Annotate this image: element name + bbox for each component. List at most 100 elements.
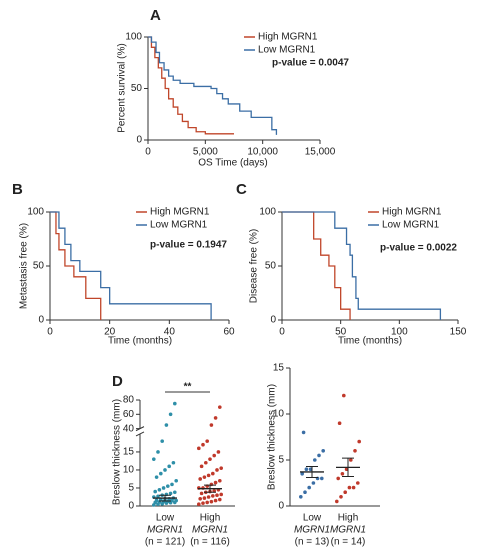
y-tick-label: 60 <box>123 409 135 420</box>
dot <box>211 494 215 498</box>
legend-label: High MGRN1 <box>150 207 210 218</box>
y-axis-title: Metastasis free (%) <box>19 223 30 309</box>
error-bar <box>159 494 171 502</box>
dot <box>299 495 303 499</box>
legend-label: Low MGRN1 <box>150 220 208 231</box>
dot <box>199 491 204 496</box>
dot <box>197 502 201 506</box>
x-axis-title: OS Time (days) <box>198 158 267 169</box>
dot <box>209 423 214 427</box>
dot <box>161 486 166 490</box>
dot <box>164 423 169 427</box>
x-tick-label: High <box>200 513 221 524</box>
x-tick-label: (n = 116) <box>190 537 230 548</box>
dot <box>156 494 160 499</box>
dot <box>357 439 362 444</box>
x-tick-label: 10,000 <box>247 147 278 158</box>
survival-curve <box>148 36 278 135</box>
dot <box>303 490 307 495</box>
dot <box>213 416 218 420</box>
dot <box>202 475 207 479</box>
dot <box>300 472 305 476</box>
x-tick-label: 0 <box>145 147 151 158</box>
dot <box>212 453 216 458</box>
dot <box>218 478 222 483</box>
dot <box>218 497 222 502</box>
p-value: p-value = 0.1947 <box>150 240 227 251</box>
dot <box>307 485 312 490</box>
dot <box>160 439 164 443</box>
legend-label: High MGRN1 <box>382 207 442 218</box>
y-tick-label: 50 <box>33 261 45 272</box>
y-tick-label: 100 <box>27 207 44 218</box>
dot <box>197 446 201 451</box>
significance: ** <box>184 382 192 393</box>
x-tick-label: (n = 13) <box>295 537 330 548</box>
error-bar <box>342 457 354 478</box>
y-tick-label: 80 <box>123 395 135 406</box>
dot <box>353 449 357 453</box>
y-tick-label: 0 <box>128 501 134 512</box>
x-tick-label: MGRN1 <box>330 525 366 536</box>
panel-letter: A <box>150 7 161 24</box>
y-tick-label: 50 <box>131 83 143 94</box>
x-tick-label: Low <box>156 513 175 524</box>
y-axis-title: Percent survival (%) <box>117 43 128 132</box>
y-axis-title: Breslow thickness (mm) <box>267 384 278 490</box>
dot <box>213 498 218 503</box>
x-tick-label: Low <box>303 513 322 524</box>
y-axis-title: Breslow thickness (mm) <box>112 399 123 505</box>
dot <box>202 496 207 500</box>
dot <box>340 472 345 476</box>
dot <box>311 481 316 485</box>
p-value: p-value = 0.0047 <box>272 58 349 69</box>
dot <box>152 457 156 461</box>
y-tick-label: 100 <box>125 32 142 43</box>
dot <box>159 471 163 476</box>
dot <box>206 473 211 478</box>
dot <box>168 491 173 496</box>
dot <box>157 487 162 492</box>
dot <box>219 466 223 470</box>
y-tick-label: 50 <box>265 261 277 272</box>
dot <box>201 442 205 447</box>
dot <box>209 499 214 504</box>
panel-letter: B <box>12 181 23 198</box>
x-tick-label: 40 <box>164 327 176 338</box>
y-tick-label: 40 <box>123 423 135 434</box>
survival-curve <box>50 211 212 320</box>
dot <box>205 439 209 443</box>
dot <box>336 476 341 481</box>
dot <box>205 500 209 505</box>
dot <box>153 489 157 494</box>
dot <box>163 468 167 472</box>
x-tick-label: 5,000 <box>193 147 218 158</box>
dot <box>356 481 360 485</box>
dot <box>204 460 208 465</box>
survival-curve <box>282 211 351 320</box>
dot <box>212 489 216 493</box>
y-tick-label: 10 <box>273 409 285 420</box>
legend-label: High MGRN1 <box>258 32 318 43</box>
dot <box>173 401 177 406</box>
dot <box>215 468 219 472</box>
dot <box>301 430 306 435</box>
dot <box>320 476 324 481</box>
x-tick-label: 20 <box>104 327 116 338</box>
x-tick-label: 150 <box>450 327 467 338</box>
dot <box>154 475 159 479</box>
x-tick-label: 0 <box>47 327 53 338</box>
y-tick-label: 5 <box>128 483 134 494</box>
dot <box>215 493 219 497</box>
dot <box>171 460 176 465</box>
x-tick-label: (n = 121) <box>145 537 185 548</box>
y-tick-label: 15 <box>273 363 285 374</box>
y-tick-label: 0 <box>136 135 142 146</box>
dot <box>166 484 170 488</box>
dot <box>321 449 326 453</box>
dot <box>337 421 342 426</box>
x-tick-label: MGRN1 <box>294 525 330 536</box>
y-tick-label: 0 <box>278 501 284 512</box>
dot <box>351 485 356 490</box>
dot <box>313 458 317 462</box>
